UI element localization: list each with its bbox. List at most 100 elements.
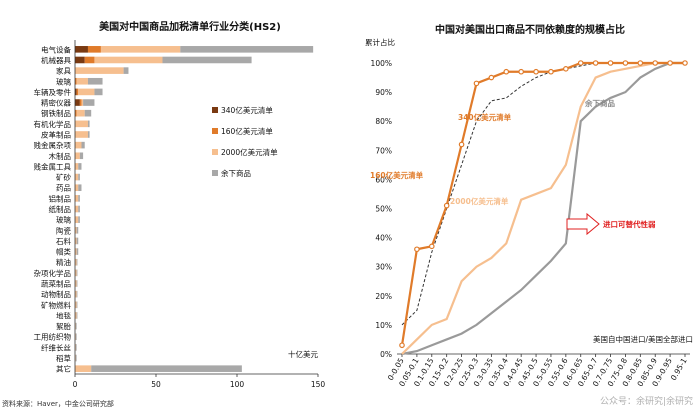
- bar-segment: [75, 99, 80, 106]
- bar-segment: [75, 354, 77, 362]
- bar-segment: [81, 141, 85, 149]
- series-point: [503, 68, 510, 75]
- legend-label: 160亿美元清单: [221, 126, 273, 136]
- source-note: 资料来源：Haver，中金公司研究部: [2, 399, 114, 408]
- legend-swatch: [212, 128, 218, 134]
- bar-segment: [75, 333, 77, 341]
- bar-segment: [75, 195, 79, 202]
- left-unit-label: 十亿美元: [288, 349, 318, 359]
- bar-segment: [76, 237, 79, 245]
- y-tick-label: 80%: [375, 117, 392, 126]
- bar-segment: [75, 56, 85, 64]
- bar-segment: [79, 99, 82, 106]
- bar-segment: [75, 152, 80, 160]
- y-tick-label: 20%: [375, 292, 392, 301]
- category-label: 玻璃: [56, 76, 71, 86]
- series-point: [533, 68, 539, 75]
- legend-swatch: [212, 170, 218, 176]
- left-plot-area: 电气设备机械器具家具玻璃车辆及零件精密仪器钢铁制品有机化学品皮革制品贱金属杂项木…: [34, 40, 326, 389]
- bar-segment: [87, 131, 90, 138]
- bar-segment: [180, 46, 314, 53]
- bar-segment: [100, 46, 181, 53]
- bar-segment: [94, 56, 163, 64]
- bar-segment: [162, 56, 252, 64]
- x-tick-label: 150: [311, 380, 326, 389]
- category-label: 贱金属杂项: [34, 140, 72, 150]
- category-label: 矿物燃料: [41, 300, 71, 310]
- bar-segment: [78, 88, 95, 96]
- category-label: 其它: [56, 364, 71, 374]
- annotation-340: 340亿美元清单: [458, 112, 512, 122]
- bar-segment: [75, 333, 76, 341]
- series-point: [518, 68, 524, 75]
- bar-segment: [76, 88, 79, 96]
- bar-segment: [78, 163, 82, 170]
- series-point: [414, 246, 420, 253]
- series-point: [399, 342, 405, 349]
- right-chart-title: 中国对美国出口商品不同依赖度的规模占比: [435, 23, 625, 36]
- bar-segment: [84, 109, 92, 117]
- bar-segment: [75, 109, 77, 117]
- category-label: 杂项化学品: [34, 268, 72, 278]
- bar-segment: [87, 46, 101, 53]
- x-tick-label: 100: [230, 380, 245, 389]
- bar-segment: [75, 280, 77, 287]
- bar-segment: [75, 237, 77, 245]
- category-label: 电气设备: [41, 44, 71, 54]
- bar-segment: [76, 312, 78, 319]
- category-label: 家具: [56, 66, 71, 76]
- annotation-2000: 2000亿美元清单: [450, 196, 509, 206]
- legend-swatch: [212, 149, 218, 155]
- bar-segment: [91, 365, 242, 372]
- bar-segment: [75, 88, 77, 96]
- tariff-industry-chart: 美国对中国商品加税清单行业分类(HS2) 电气设备机械器具家具玻璃车辆及零件精密…: [2, 20, 326, 408]
- bar-segment: [78, 195, 80, 202]
- category-label: 机械器具: [41, 55, 71, 65]
- bar-segment: [75, 322, 76, 330]
- bar-segment: [75, 248, 77, 255]
- category-label: 稻草: [56, 353, 71, 363]
- category-label: 动物制品: [41, 289, 71, 299]
- bar-segment: [75, 173, 79, 181]
- bar-segment: [76, 269, 78, 277]
- bar-segment: [75, 120, 88, 128]
- bar-segment: [75, 77, 77, 85]
- left-chart-title: 美国对中国商品加税清单行业分类(HS2): [99, 20, 281, 33]
- category-label: 地毯: [56, 310, 71, 320]
- legend-label: 2000亿美元清单: [221, 147, 278, 157]
- bar-segment: [75, 226, 77, 234]
- export-dependency-chart: 中国对美国出口商品不同依赖度的规模占比 累计占比 0% 10% 20% 30% 40% 5…: [365, 23, 693, 407]
- bar-segment: [75, 322, 77, 330]
- y-tick-label: 30%: [375, 263, 392, 272]
- series-point: [622, 60, 629, 66]
- bar-segment: [75, 46, 88, 53]
- bar-segment: [78, 216, 80, 223]
- legend-swatch: [212, 107, 218, 113]
- arrow-label: 进口可替代性弱: [603, 219, 656, 229]
- annotation-rest: 余下商品: [584, 98, 615, 108]
- category-label: 精油: [56, 257, 71, 267]
- bar-segment: [75, 269, 77, 277]
- series-point: [443, 202, 450, 209]
- y-tick-label: 0%: [380, 350, 392, 359]
- bar-segment: [76, 280, 78, 287]
- x-tick-label: 50: [151, 380, 161, 389]
- y-tick-label: 50%: [375, 205, 392, 214]
- category-label: 矿砂: [56, 172, 71, 182]
- series-point: [652, 60, 659, 66]
- bar-segment: [75, 216, 79, 223]
- category-label: 工用纺织物: [34, 332, 72, 342]
- bar-segment: [75, 141, 82, 149]
- bar-segment: [75, 365, 92, 372]
- bar-segment: [75, 258, 77, 266]
- arrow-icon: [566, 212, 600, 236]
- category-label: 精密仪器: [41, 98, 71, 108]
- series-point: [637, 60, 644, 66]
- right-x-axis-label: 美国自中国进口/美国全部进口: [593, 334, 693, 344]
- bar-segment: [75, 184, 79, 192]
- bar-segment: [75, 67, 124, 74]
- bar-segment: [76, 109, 85, 117]
- category-label: 玻璃: [56, 215, 71, 225]
- category-label: 陶瓷: [56, 225, 71, 235]
- legend-label: 340亿美元清单: [221, 105, 273, 115]
